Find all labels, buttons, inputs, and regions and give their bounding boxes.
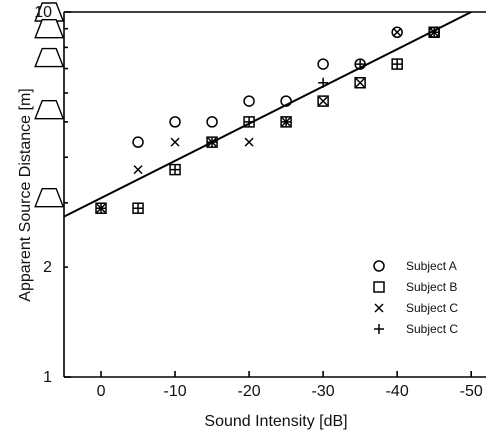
- data-point-circle: [206, 116, 218, 128]
- data-point-plus: [318, 77, 329, 88]
- data-point-plus: [281, 116, 292, 127]
- legend-label: Subject A: [406, 259, 457, 273]
- y-tick-label: 2: [43, 259, 52, 276]
- data-point-circle: [391, 26, 403, 39]
- legend-marker-x: [374, 303, 384, 313]
- data-point-x: [133, 165, 143, 175]
- data-point-plus: [429, 27, 440, 38]
- data-point-plus: [96, 203, 107, 214]
- data-point-plus: [133, 203, 144, 214]
- data-point-square: [317, 95, 329, 107]
- y-tick-labels: 1 2 10: [34, 4, 52, 386]
- y-tick-label: 10: [34, 4, 52, 21]
- data-point-x: [392, 27, 402, 37]
- legend-label: Subject B: [406, 280, 457, 294]
- data-point-circle: [243, 95, 255, 107]
- speaker-icon: [34, 47, 65, 68]
- legend-marker-circle: [373, 260, 385, 272]
- data-point-circle: [280, 95, 292, 107]
- legend-label: Subject C: [406, 322, 458, 336]
- x-axis-title: Sound Intensity [dB]: [204, 413, 347, 430]
- legend: Subject A Subject B Subject C Subject C: [373, 259, 458, 336]
- speaker-icons: [34, 2, 65, 208]
- x-tick-label: 0: [97, 383, 106, 400]
- x-tick-labels: 0 -10 -20 -30 -40 -50: [97, 383, 483, 400]
- fit-line-group: [63, 11, 472, 218]
- x-tick-label: -20: [238, 383, 261, 400]
- x-tick-label: -40: [386, 383, 409, 400]
- speaker-icon: [34, 187, 65, 208]
- speaker-icon: [34, 2, 65, 22]
- data-point-plus: [207, 137, 218, 148]
- data-point-circle: [317, 58, 329, 70]
- data-point-x: [318, 96, 328, 106]
- data-point-x: [355, 78, 365, 88]
- fit-line: [63, 11, 472, 218]
- y-axis-title: Apparent Source Distance [m]: [17, 88, 34, 301]
- speaker-icon: [34, 99, 65, 120]
- data-point-square: [354, 76, 366, 89]
- x-tick-label: -50: [460, 383, 483, 400]
- data-point-circle: [169, 116, 181, 128]
- data-point-x: [244, 137, 254, 147]
- legend-label: Subject C: [406, 301, 458, 315]
- data-point-plus: [244, 116, 255, 127]
- axes: [63, 11, 486, 378]
- legend-marker-plus: [374, 324, 384, 334]
- data-point-plus: [170, 164, 181, 175]
- data-point-plus: [355, 59, 366, 70]
- legend-marker-square: [373, 281, 385, 293]
- data-point-x: [170, 137, 180, 147]
- data-points: [95, 26, 440, 214]
- y-tick-label: 1: [43, 369, 52, 386]
- data-point-plus: [392, 59, 403, 70]
- data-point-circle: [132, 136, 144, 148]
- speaker-icon: [34, 19, 65, 39]
- x-tick-label: -30: [312, 383, 335, 400]
- x-tick-label: -10: [163, 383, 186, 400]
